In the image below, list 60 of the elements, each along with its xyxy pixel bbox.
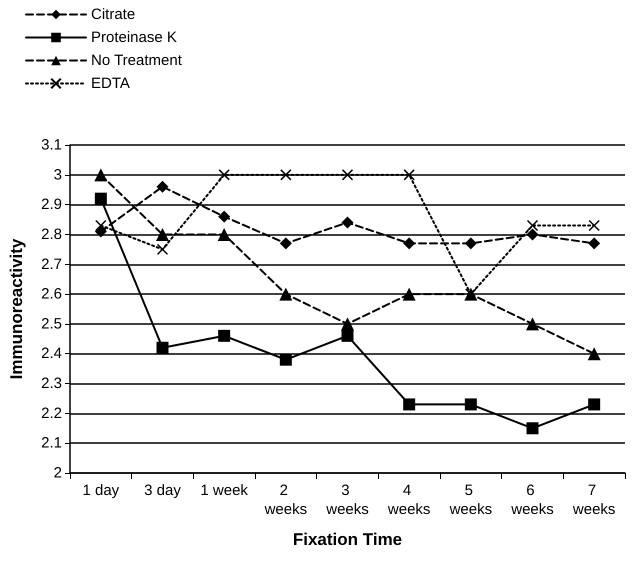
- point: [156, 228, 169, 241]
- point: [94, 168, 108, 182]
- legend-label: EDTA: [91, 75, 130, 92]
- point: [342, 169, 354, 181]
- point: [464, 398, 477, 410]
- point: [588, 220, 600, 232]
- point: [94, 192, 107, 205]
- point: [280, 354, 292, 366]
- y-tick-label: 2.8: [41, 226, 62, 243]
- y-tick-label: 2.6: [41, 286, 62, 303]
- point: [403, 237, 416, 250]
- x-axis-title: Fixation Time: [292, 530, 402, 549]
- point: [218, 228, 231, 241]
- point: [156, 342, 168, 354]
- y-tick-label: 2.3: [41, 375, 62, 392]
- point: [218, 330, 230, 342]
- x-tick-label: 1 week: [200, 482, 248, 499]
- y-tick-label: 2.4: [41, 345, 62, 362]
- point: [279, 288, 292, 301]
- point: [526, 317, 539, 330]
- point: [156, 244, 168, 256]
- point: [588, 347, 601, 360]
- point: [342, 330, 354, 342]
- x-tick-label: 4 weeks: [386, 482, 430, 518]
- point: [588, 398, 600, 410]
- y-tick-label: 2.5: [41, 315, 62, 332]
- point: [526, 228, 538, 240]
- point: [588, 237, 600, 250]
- x-tick-label: 7 weeks: [572, 482, 616, 518]
- point: [526, 422, 538, 434]
- y-tick-label: 2.9: [41, 196, 62, 214]
- x-tick-label: 5 weeks: [448, 482, 492, 518]
- point: [403, 169, 415, 181]
- legend-label: Citrate: [91, 6, 136, 23]
- y-tick-label: 2.7: [41, 256, 62, 273]
- y-tick-label: 3: [54, 166, 62, 184]
- point: [280, 169, 292, 181]
- y-tick-label: 2.1: [41, 434, 62, 452]
- x-tick-label: 3 weeks: [325, 482, 369, 518]
- point: [156, 180, 168, 193]
- x-tick-label: 2 weeks: [264, 482, 308, 518]
- point: [280, 237, 292, 250]
- y-tick-label: 2: [54, 464, 62, 482]
- x-tick-label: 1 day: [82, 482, 120, 499]
- x-tick-label: 6 weeks: [510, 482, 554, 518]
- point: [526, 220, 538, 232]
- point: [218, 210, 230, 223]
- legend-label: No Treatment: [91, 52, 183, 69]
- point: [402, 288, 416, 301]
- point: [464, 237, 477, 250]
- y-tick-label: 3.1: [41, 136, 62, 154]
- point: [403, 398, 416, 410]
- y-tick-label: 2.2: [41, 404, 62, 422]
- x-tick-label: 3 day: [144, 482, 182, 499]
- point: [95, 220, 107, 232]
- point: [218, 169, 230, 181]
- point: [341, 317, 354, 330]
- legend-label: Proteinase K: [91, 29, 177, 46]
- y-axis-title: Immunoreactivity: [7, 238, 26, 380]
- point: [342, 216, 354, 229]
